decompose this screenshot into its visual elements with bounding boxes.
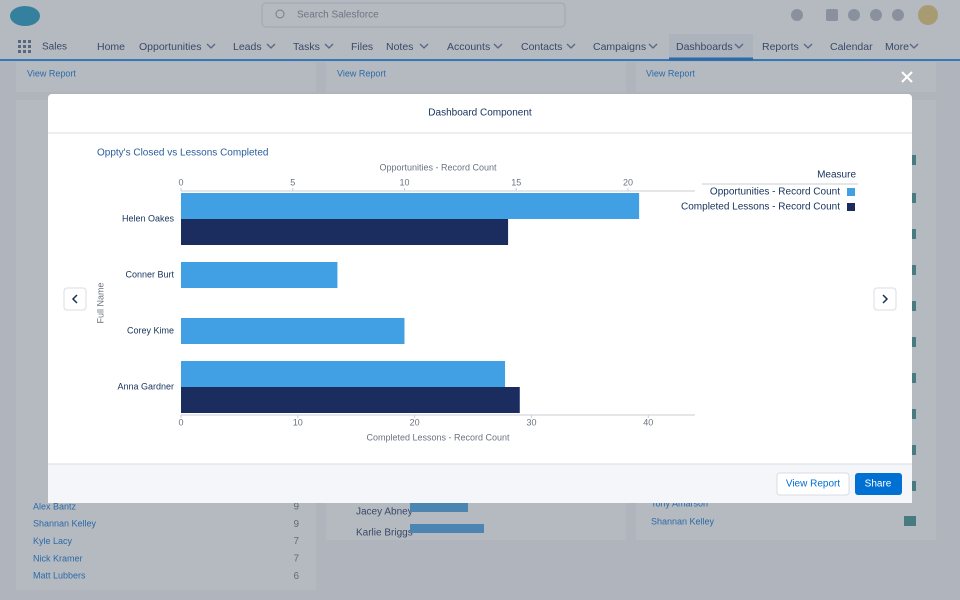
legend-swatch xyxy=(847,203,855,211)
chart-title: Oppty's Closed vs Lessons Completed xyxy=(97,148,268,159)
app-name: Sales xyxy=(42,42,67,53)
x2-tick-label: 20 xyxy=(410,417,420,427)
avatar[interactable] xyxy=(918,5,938,25)
nav-item[interactable]: Reports xyxy=(762,41,799,53)
legend-title: Measure xyxy=(817,170,856,181)
nav-item[interactable]: Accounts xyxy=(447,41,490,53)
list-count: 9 xyxy=(293,502,299,513)
y-tick-label: Anna Gardner xyxy=(117,381,174,391)
card xyxy=(636,62,936,92)
nav-item[interactable]: Tasks xyxy=(293,41,320,53)
share-button-label: Share xyxy=(865,479,892,490)
bar xyxy=(181,361,506,387)
x-tick-label: 0 xyxy=(178,177,183,187)
legend-label: Opportunities - Record Count xyxy=(710,187,840,198)
search-icon xyxy=(275,9,285,19)
nav-item[interactable]: Files xyxy=(351,41,373,53)
nav-item[interactable]: Dashboards xyxy=(676,41,733,53)
y-tick-label: Helen Oakes xyxy=(122,213,175,223)
bar xyxy=(181,219,509,245)
nav-selected xyxy=(669,34,753,60)
list-name[interactable]: Nick Kramer xyxy=(33,553,83,563)
list-count: 7 xyxy=(293,536,299,547)
list-name[interactable]: Alex Bantz xyxy=(33,501,77,511)
share-button[interactable] xyxy=(855,473,902,495)
y-axis-label: Full Name xyxy=(95,282,105,323)
x-axis-label: Opportunities - Record Count xyxy=(379,162,497,172)
x2-tick-label: 40 xyxy=(643,417,653,427)
nav-chevron[interactable] xyxy=(909,43,919,49)
view-report-link[interactable]: View Report xyxy=(337,68,386,78)
bar xyxy=(181,387,520,413)
nav-chevron[interactable] xyxy=(803,43,813,49)
nav-item[interactable]: Campaigns xyxy=(593,41,646,53)
modal-footer xyxy=(48,464,912,503)
list-name[interactable]: Tony Amarson xyxy=(651,498,708,508)
y-tick-label: Corey Kime xyxy=(127,325,174,335)
nav-chevron[interactable] xyxy=(206,43,216,49)
list-count: 7 xyxy=(293,554,299,565)
x-tick-label: 20 xyxy=(623,177,633,187)
nav-item[interactable]: Home xyxy=(97,41,125,53)
x-tick-label: 10 xyxy=(399,177,409,187)
view-report-link[interactable]: View Report xyxy=(27,68,76,78)
search-box[interactable] xyxy=(261,2,566,28)
legend-label: Completed Lessons - Record Count xyxy=(681,202,840,213)
logo xyxy=(10,6,40,26)
bar xyxy=(181,193,640,219)
background-bar xyxy=(410,503,468,512)
nav-chevron[interactable] xyxy=(266,43,276,49)
nav-chevron[interactable] xyxy=(324,43,334,49)
x2-axis-label: Completed Lessons - Record Count xyxy=(366,432,510,442)
search-placeholder: Search Salesforce xyxy=(297,10,379,21)
list-name: Karlie Briggs xyxy=(356,528,413,539)
nav-chevron[interactable] xyxy=(493,43,503,49)
list-count: 6 xyxy=(293,571,299,582)
close-button[interactable] xyxy=(901,71,913,83)
nav-item[interactable]: More xyxy=(885,41,909,53)
x2-tick-label: 30 xyxy=(526,417,536,427)
bar xyxy=(181,262,338,288)
nav-item[interactable]: Notes xyxy=(386,41,413,53)
list-name[interactable]: Matt Lubbers xyxy=(33,571,86,581)
x2-tick-label: 10 xyxy=(293,417,303,427)
list-name[interactable]: Kyle Lacy xyxy=(33,536,73,546)
card xyxy=(16,62,316,92)
x-tick-label: 5 xyxy=(290,177,295,187)
nav-bar xyxy=(0,34,960,60)
list-name[interactable]: Shannan Kelley xyxy=(651,516,715,526)
legend-swatch xyxy=(847,188,855,196)
y-tick-label: Conner Burt xyxy=(125,269,174,279)
nav-chevron[interactable] xyxy=(419,43,429,49)
x2-tick-label: 0 xyxy=(178,417,183,427)
view-report-link[interactable]: View Report xyxy=(646,68,695,78)
next-button[interactable] xyxy=(873,287,897,311)
background-bar xyxy=(410,524,484,533)
card xyxy=(326,62,626,92)
header-icons xyxy=(791,9,904,21)
list-name: Jacey Abney xyxy=(356,507,413,518)
app-launcher[interactable] xyxy=(18,40,31,53)
nav-item[interactable]: Opportunities xyxy=(139,41,201,53)
view-report-button-label: View Report xyxy=(786,479,841,490)
nav-chevron[interactable] xyxy=(648,43,658,49)
modal-title: Dashboard Component xyxy=(428,108,532,119)
nav-item[interactable]: Contacts xyxy=(521,41,562,53)
list-count: 9 xyxy=(293,519,299,530)
prev-button[interactable] xyxy=(63,287,87,311)
nav-item[interactable]: Leads xyxy=(233,41,262,53)
x-tick-label: 15 xyxy=(511,177,521,187)
nav-chevron[interactable] xyxy=(566,43,576,49)
nav-item[interactable]: Calendar xyxy=(830,41,873,53)
list-name[interactable]: Shannan Kelley xyxy=(33,519,97,529)
view-report-button[interactable] xyxy=(776,472,850,496)
nav-chevron[interactable] xyxy=(734,43,744,49)
bar xyxy=(181,318,405,344)
